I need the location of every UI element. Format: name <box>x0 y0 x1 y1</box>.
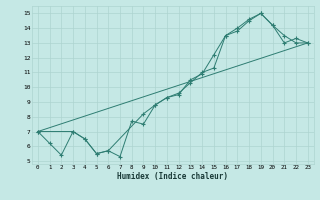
X-axis label: Humidex (Indice chaleur): Humidex (Indice chaleur) <box>117 172 228 181</box>
